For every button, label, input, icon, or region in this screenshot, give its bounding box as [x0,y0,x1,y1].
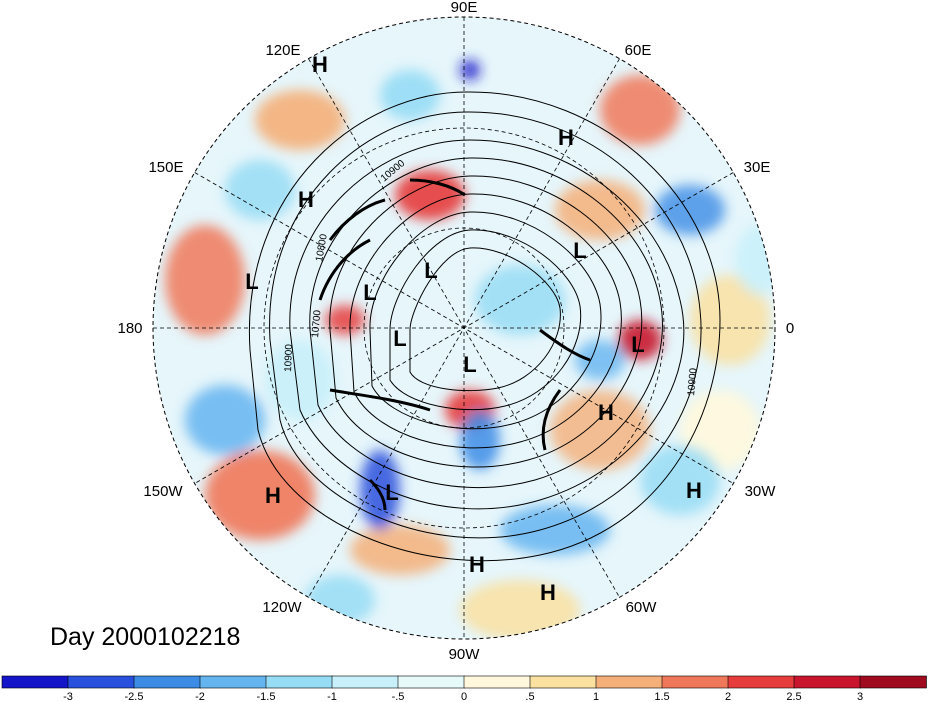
low-pressure-center: L [631,332,644,357]
colorbar-swatch [529,675,597,689]
high-pressure-center: H [540,580,556,605]
colorbar-tick-label: -1 [327,691,337,702]
date-label: Day 2000102218 [50,623,240,651]
low-pressure-center: L [573,238,586,263]
high-pressure-center: H [558,125,574,150]
colorbar-tick-label: -.5 [392,691,405,702]
lon-label-90w: 90W [449,646,481,663]
lon-label-180: 180 [117,320,142,337]
low-pressure-center: L [385,480,398,505]
colorbar-swatch [463,675,531,689]
high-pressure-center: H [312,52,328,77]
colorbar-tick-label: 1 [593,691,599,702]
lon-label-30e: 30E [744,159,771,176]
contour-label: 10900 [283,343,295,372]
longitude-labels: 90E 60E 30E 0 30W 60W 90W 120W 150W 180 … [117,0,794,663]
colorbar-swatch [595,675,663,689]
colorbar-swatch [67,675,135,689]
low-pressure-center: L [463,352,476,377]
colorbar-tick-label: 1.5 [654,691,669,702]
lon-label-30w: 30W [745,483,777,500]
high-pressure-center: H [598,400,614,425]
high-pressure-center: H [469,552,485,577]
lon-label-150w: 150W [143,483,183,500]
lon-label-90e: 90E [451,0,478,16]
contour-label: 10900 [686,367,699,396]
jet-contours [318,178,591,511]
colorbar-tick-label: 2.5 [786,691,801,702]
contour-label: 10800 [314,233,330,263]
colorbar: -3 -2.5 -2 -1.5 -1 -.5 0 .5 1 1.5 2 2.5 3 [1,675,927,702]
colorbar-swatch [793,675,861,689]
colorbar-swatch [661,675,729,689]
high-pressure-center: H [686,478,702,503]
anomaly-field [153,17,775,639]
low-pressure-center: L [245,269,258,294]
colorbar-swatch [397,675,465,689]
lon-label-60w: 60W [626,599,658,616]
colorbar-labels: -3 -2.5 -2 -1.5 -1 -.5 0 .5 1 1.5 2 2.5 3 [63,691,863,702]
colorbar-swatch [859,675,927,689]
colorbar-tick-label: -3 [63,691,73,702]
colorbar-tick-label: -1.5 [257,691,276,702]
map-boundary [152,16,776,640]
colorbar-tick-label: -2 [195,691,205,702]
height-contours [248,91,721,562]
colorbar-swatch [331,675,399,689]
colorbar-tick-label: -2.5 [125,691,144,702]
contour-label: 10700 [310,309,323,338]
graticule [153,17,775,639]
low-pressure-center: L [393,326,406,351]
lon-label-120e: 120E [265,42,300,59]
colorbar-swatch [727,675,795,689]
colorbar-swatch [199,675,267,689]
lon-label-150e: 150E [148,159,183,176]
pressure-centers: H H H L L L L L L L L H H H H H [245,52,702,605]
high-pressure-center: H [298,187,314,212]
colorbar-swatch [1,675,69,689]
low-pressure-center: L [363,280,376,305]
high-pressure-center: H [265,483,281,508]
lon-label-0: 0 [786,320,794,337]
low-pressure-center: L [424,258,437,283]
colorbar-tick-label: .5 [525,691,534,702]
colorbar-swatches [1,675,927,689]
lon-label-120w: 120W [262,599,302,616]
colorbar-tick-label: 3 [857,691,863,702]
colorbar-tick-label: 2 [725,691,731,702]
colorbar-tick-label: 0 [461,691,467,702]
colorbar-swatch [133,675,201,689]
colorbar-swatch [265,675,333,689]
lon-label-60e: 60E [625,42,652,59]
